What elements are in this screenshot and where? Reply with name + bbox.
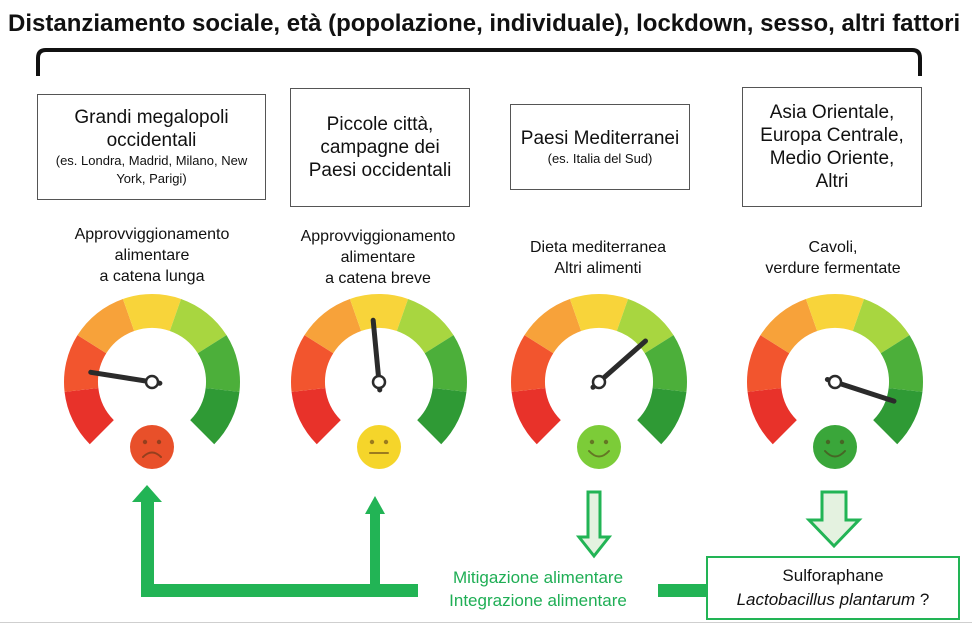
gauge-segment xyxy=(511,335,554,392)
food-line: a catena lunga xyxy=(99,268,205,285)
gauge-segment xyxy=(64,335,107,392)
gauge-megalopoli xyxy=(64,294,240,469)
gauge-segment xyxy=(569,294,629,332)
gauge-segment xyxy=(396,298,454,354)
down-arrow-mediterranei xyxy=(575,490,613,559)
food-line: Approvviggionamento xyxy=(74,226,230,243)
gauge-piccole-citta xyxy=(291,294,467,469)
mitigation-label: Mitigazione alimentare Integrazione alim… xyxy=(418,566,658,612)
gauge-segment xyxy=(417,388,467,445)
mitigation-feedback-arrow xyxy=(132,485,707,597)
region-box-megalopoli: Grandi megalopoli occidentali (es. Londr… xyxy=(37,94,266,200)
gauge-segment xyxy=(805,294,865,332)
supplement-box: Sulforaphane Lactobacillus plantarum ? xyxy=(706,556,960,620)
gauge-hub xyxy=(827,374,843,390)
gauge-segment xyxy=(873,388,923,445)
gauge-segment xyxy=(122,294,182,332)
gauge-segment xyxy=(616,298,674,354)
gauge-segment xyxy=(524,298,582,354)
region-examples: (es. Italia del Sud) xyxy=(547,150,653,166)
gauge-asia-orientale xyxy=(747,294,923,469)
food-line: alimentare xyxy=(114,247,190,264)
food-line: Dieta mediterranea xyxy=(529,239,667,256)
region-box-mediterranei: Paesi Mediterranei (es. Italia del Sud) xyxy=(510,104,690,190)
supplement-species-line: Lactobacillus plantarum ? xyxy=(737,588,930,612)
smiley-face-icon xyxy=(130,425,174,469)
food-label-catena-lunga: Approvviggionamento alimentare a catena … xyxy=(52,224,252,287)
supplement-species: Lactobacillus plantarum xyxy=(736,590,916,609)
food-line: verdure fermentate xyxy=(765,260,901,277)
gauge-segment xyxy=(852,298,910,354)
down-arrow-asia xyxy=(805,490,863,549)
food-label-dieta-mediterranea: Dieta mediterranea Altri alimenti xyxy=(498,237,698,279)
gauge-hub xyxy=(371,374,387,390)
region-title: Grandi megalopoli occidentali xyxy=(74,107,229,151)
gauge-segment xyxy=(77,298,135,354)
gauge-segment xyxy=(291,388,341,445)
gauge-segment xyxy=(64,388,114,445)
gauge-segment xyxy=(197,335,240,392)
gauge-segment xyxy=(747,335,790,392)
gauge-segment xyxy=(291,335,334,392)
region-box-asia-orientale: Asia Orientale, Europa Centrale, Medio O… xyxy=(742,87,922,207)
gauge-segment xyxy=(304,298,362,354)
figure-title: Distanziamento sociale, età (popolazione… xyxy=(8,10,961,37)
gauge-mediterranei xyxy=(511,294,687,469)
food-line: Cavoli, xyxy=(808,239,858,256)
mitigation-line: Mitigazione alimentare xyxy=(452,568,624,587)
supplement-compound: Sulforaphane xyxy=(782,566,884,585)
smiley-face-icon xyxy=(813,425,857,469)
supplement-question: ? xyxy=(915,590,930,609)
gauge-segment xyxy=(637,388,687,445)
food-line: Altri alimenti xyxy=(554,260,642,277)
gauge-segment xyxy=(424,335,467,392)
food-label-cavoli: Cavoli, verdure fermentate xyxy=(733,237,933,279)
top-bracket xyxy=(36,48,922,76)
integration-line: Integrazione alimentare xyxy=(449,591,627,610)
gauge-segment xyxy=(760,298,818,354)
food-label-catena-breve: Approvviggionamento alimentare a catena … xyxy=(278,226,478,289)
food-line: alimentare xyxy=(340,249,416,266)
gauge-segment xyxy=(511,388,561,445)
gauge-segment xyxy=(349,294,409,332)
smiley-face-icon xyxy=(357,425,401,469)
gauge-segment xyxy=(169,298,227,354)
gauge-segment xyxy=(880,335,923,392)
region-title: Paesi Mediterranei xyxy=(520,127,680,149)
smiley-face-icon xyxy=(577,425,621,469)
gauge-segment xyxy=(190,388,240,445)
gauge-segment xyxy=(747,388,797,445)
region-title: Piccole città, campagne dei Paesi occide… xyxy=(308,114,452,181)
food-line: a catena breve xyxy=(325,270,431,287)
gauge-segment xyxy=(644,335,687,392)
food-line: Approvviggionamento xyxy=(300,228,456,245)
region-box-piccole-citta: Piccole città, campagne dei Paesi occide… xyxy=(290,88,470,207)
bottom-divider xyxy=(0,622,972,623)
region-examples: (es. Londra, Madrid, Milano, New York, P… xyxy=(55,153,248,186)
region-title: Asia Orientale, Europa Centrale, Medio O… xyxy=(760,102,904,192)
gauge-hub xyxy=(144,374,160,390)
gauge-hub xyxy=(591,374,607,390)
